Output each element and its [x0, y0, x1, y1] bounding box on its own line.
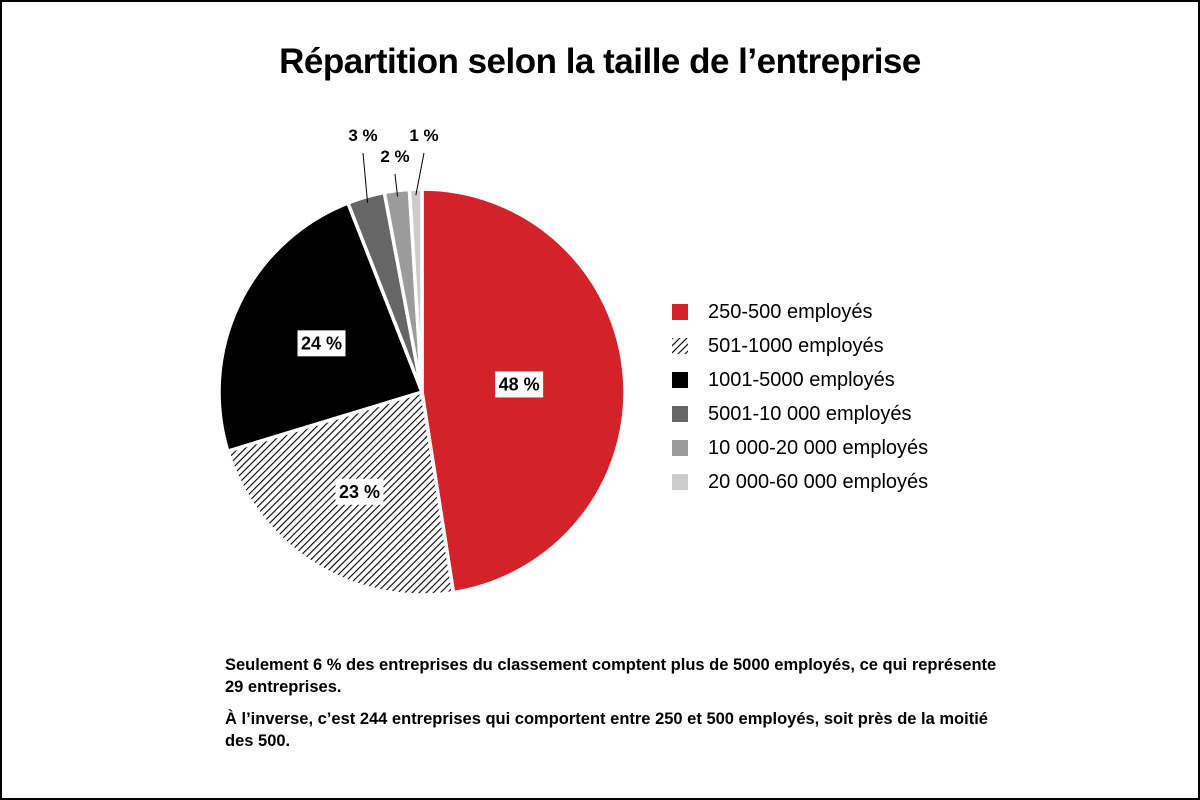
legend-label: 1001-5000 employés	[708, 368, 895, 391]
legend-swatch-1001-5000	[672, 372, 688, 388]
legend-swatch-501-1000	[672, 338, 688, 354]
slice-label-20000-60000: 1 %	[409, 126, 438, 145]
note-paragraph: À l’inverse, c’est 244 entreprises qui c…	[225, 710, 988, 750]
slice-label-1001-5000: 24 %	[297, 330, 346, 357]
legend-label: 250-500 employés	[708, 300, 873, 323]
note-paragraph: Seulement 6 % des entreprises du classem…	[225, 656, 997, 696]
legend-swatch-5001-10000	[672, 406, 688, 422]
svg-text:48 %: 48 %	[499, 374, 540, 394]
svg-text:24 %: 24 %	[301, 333, 342, 353]
legend-item-501-1000: 501-1000 employés	[672, 329, 928, 363]
chart-notes: Seulement 6 % des entreprises du classem…	[225, 654, 1005, 762]
chart-legend: 250-500 employés 501-1000 employés 1001-50…	[672, 295, 928, 499]
slice-label-501-1000: 23 %	[335, 478, 384, 505]
legend-item-10000-20000: 10 000-20 000 employés	[672, 431, 928, 465]
legend-label: 20 000-60 000 employés	[708, 470, 929, 493]
leader-line-5001-10000	[362, 152, 369, 203]
legend-item-5001-10000: 5001-10 000 employés	[672, 397, 928, 431]
legend-item-20000-60000: 20 000-60 000 employés	[672, 465, 928, 499]
legend-label: 501-1000 employés	[708, 334, 884, 357]
slice-label-10000-20000: 2 %	[380, 147, 409, 166]
slice-label-250-500: 48 %	[495, 371, 544, 398]
legend-label: 5001-10 000 employés	[708, 402, 912, 425]
slice-label-5001-10000: 3 %	[348, 126, 377, 145]
legend-item-1001-5000: 1001-5000 employés	[672, 363, 928, 397]
legend-item-250-500: 250-500 employés	[672, 295, 928, 329]
pie-slice-20000-60000	[407, 187, 424, 394]
leader-line-20000-60000	[415, 152, 425, 196]
leader-line-10000-20000	[394, 173, 399, 197]
svg-text:23 %: 23 %	[339, 482, 380, 502]
legend-swatch-250-500	[672, 304, 688, 320]
chart-title: Répartition selon la taille de l’entrepr…	[279, 42, 921, 81]
legend-swatch-10000-20000	[672, 440, 688, 456]
legend-swatch-20000-60000	[672, 474, 688, 490]
legend-label: 10 000-20 000 employés	[708, 436, 929, 459]
